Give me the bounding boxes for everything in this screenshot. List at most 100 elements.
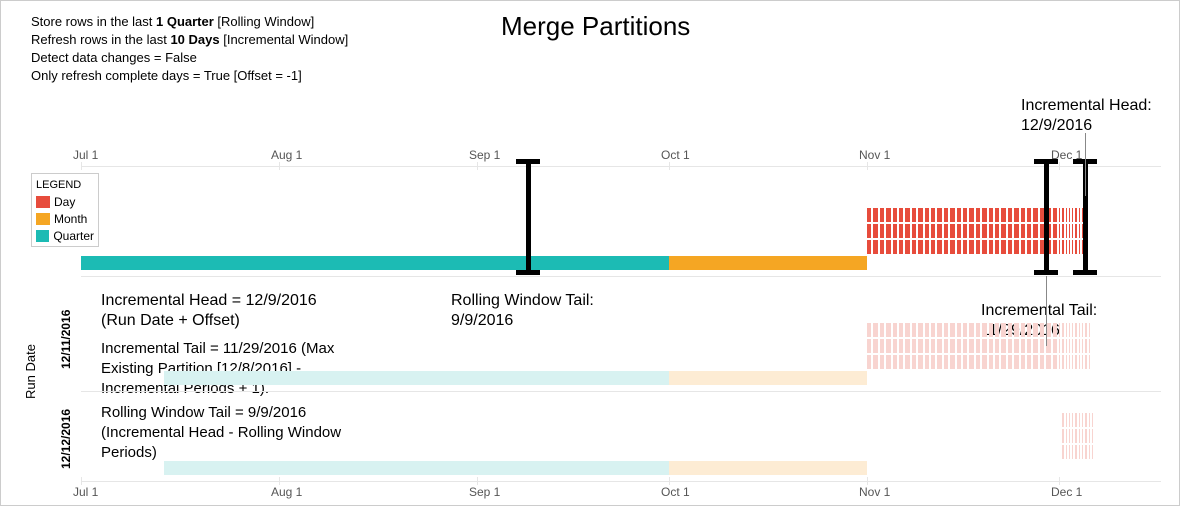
row1-day-5-0 [899,208,903,222]
row1-day-11-1 [937,224,941,238]
row2-day-5-1 [899,339,903,353]
row2-day-7-1 [912,339,916,353]
legend-title: LEGEND [36,179,81,191]
row1-day-0-1 [867,224,871,238]
row2-day-18-0 [982,323,986,337]
row2-day-21-2 [1001,355,1005,369]
row1-day-6-0 [905,208,909,222]
row3-day-5-2 [1079,445,1080,459]
row1-day-19-0 [989,208,993,222]
marker-rolling-tail-cap-bot [516,270,540,275]
row-sep-1 [81,276,1161,277]
row2-day-11-2 [937,355,941,369]
row2-month-bar [669,371,867,385]
row2-day-22-0 [1008,323,1012,337]
row2-day-34-0 [1072,323,1073,337]
row1-day-21-2 [1001,240,1005,254]
row2-day-14-0 [957,323,961,337]
legend-title-row: LEGEND [36,176,94,193]
row2-day-4-0 [893,323,897,337]
legend-label-day: Day [54,195,75,209]
row2-day-35-2 [1075,355,1076,369]
row2-day-9-2 [925,355,929,369]
row2-day-24-2 [1021,355,1025,369]
marker-rolling-tail-cap-top [516,159,540,164]
row2-day-33-2 [1069,355,1070,369]
t: 1 Quarter [156,14,214,29]
row2-day-31-0 [1062,323,1063,337]
row3-day-8-1 [1089,429,1090,443]
axis-bottom-3: Oct 1 [661,485,690,499]
row2-day-5-0 [899,323,903,337]
row2-day-29-1 [1053,339,1057,353]
t: Store rows in the last [31,14,156,29]
row1-day-12-1 [944,224,948,238]
row1-day-4-2 [893,240,897,254]
row2-day-3-2 [886,355,890,369]
row2-day-26-0 [1033,323,1037,337]
legend-label-quarter: Quarter [53,229,94,243]
row3-month-bar [669,461,867,475]
row2-day-37-1 [1082,339,1083,353]
row2-day-0-0 [867,323,871,337]
axis-top-0: Jul 1 [73,148,98,162]
row2-day-13-2 [950,355,954,369]
row1-day-3-2 [886,240,890,254]
row3-day-2-2 [1069,445,1070,459]
row2-day-18-1 [982,339,986,353]
legend-swatch-day [36,196,50,208]
row3-day-6-2 [1082,445,1083,459]
row2-day-24-1 [1021,339,1025,353]
row3-day-5-0 [1079,413,1080,427]
legend-swatch-quarter [36,230,49,242]
row3-day-0-2 [1062,445,1063,459]
row1-day-22-0 [1008,208,1012,222]
row3-day-2-1 [1069,429,1070,443]
row1-day-7-0 [912,208,916,222]
row2-day-3-1 [886,339,890,353]
row1-day-12-2 [944,240,948,254]
row2-day-5-2 [899,355,903,369]
row2-day-7-0 [912,323,916,337]
row2-day-23-2 [1014,355,1018,369]
row2-day-25-0 [1027,323,1031,337]
row2-day-20-2 [995,355,999,369]
row3-day-4-0 [1075,413,1076,427]
row2-day-14-1 [957,339,961,353]
row2-day-28-2 [1046,355,1050,369]
annotation-incremental-head-top: Incremental Head: 12/9/2016 [1021,96,1152,136]
t: [Rolling Window] [214,14,314,29]
row3-day-0-1 [1062,429,1063,443]
row2-day-16-1 [969,339,973,353]
row2-day-12-0 [944,323,948,337]
row1-day-16-2 [969,240,973,254]
row2-day-6-1 [905,339,909,353]
row1-day-36-1 [1079,224,1080,238]
row2-day-7-2 [912,355,916,369]
row2-day-2-2 [880,355,884,369]
row2-day-13-0 [950,323,954,337]
row2-day-22-2 [1008,355,1012,369]
run-date-tick-1: 12/11/2016 [59,310,73,369]
row2-day-2-0 [880,323,884,337]
row1-day-6-2 [905,240,909,254]
legend-swatch-month [36,213,50,225]
row1-day-20-0 [995,208,999,222]
row1-day-31-2 [1062,240,1063,254]
row2-day-19-0 [989,323,993,337]
row1-day-36-2 [1079,240,1080,254]
row1-day-25-2 [1027,240,1031,254]
row2-day-14-2 [957,355,961,369]
row2-day-32-1 [1066,339,1067,353]
row2-day-33-0 [1069,323,1070,337]
row2-day-38-2 [1085,355,1086,369]
row2-day-1-1 [873,339,877,353]
row3-day-0-0 [1062,413,1063,427]
row1-day-35-2 [1075,240,1076,254]
row1-day-20-2 [995,240,999,254]
row2-day-23-1 [1014,339,1018,353]
row1-day-4-0 [893,208,897,222]
row1-month-bar [669,256,867,270]
row1-day-7-2 [912,240,916,254]
t: Refresh rows in the last [31,32,170,47]
